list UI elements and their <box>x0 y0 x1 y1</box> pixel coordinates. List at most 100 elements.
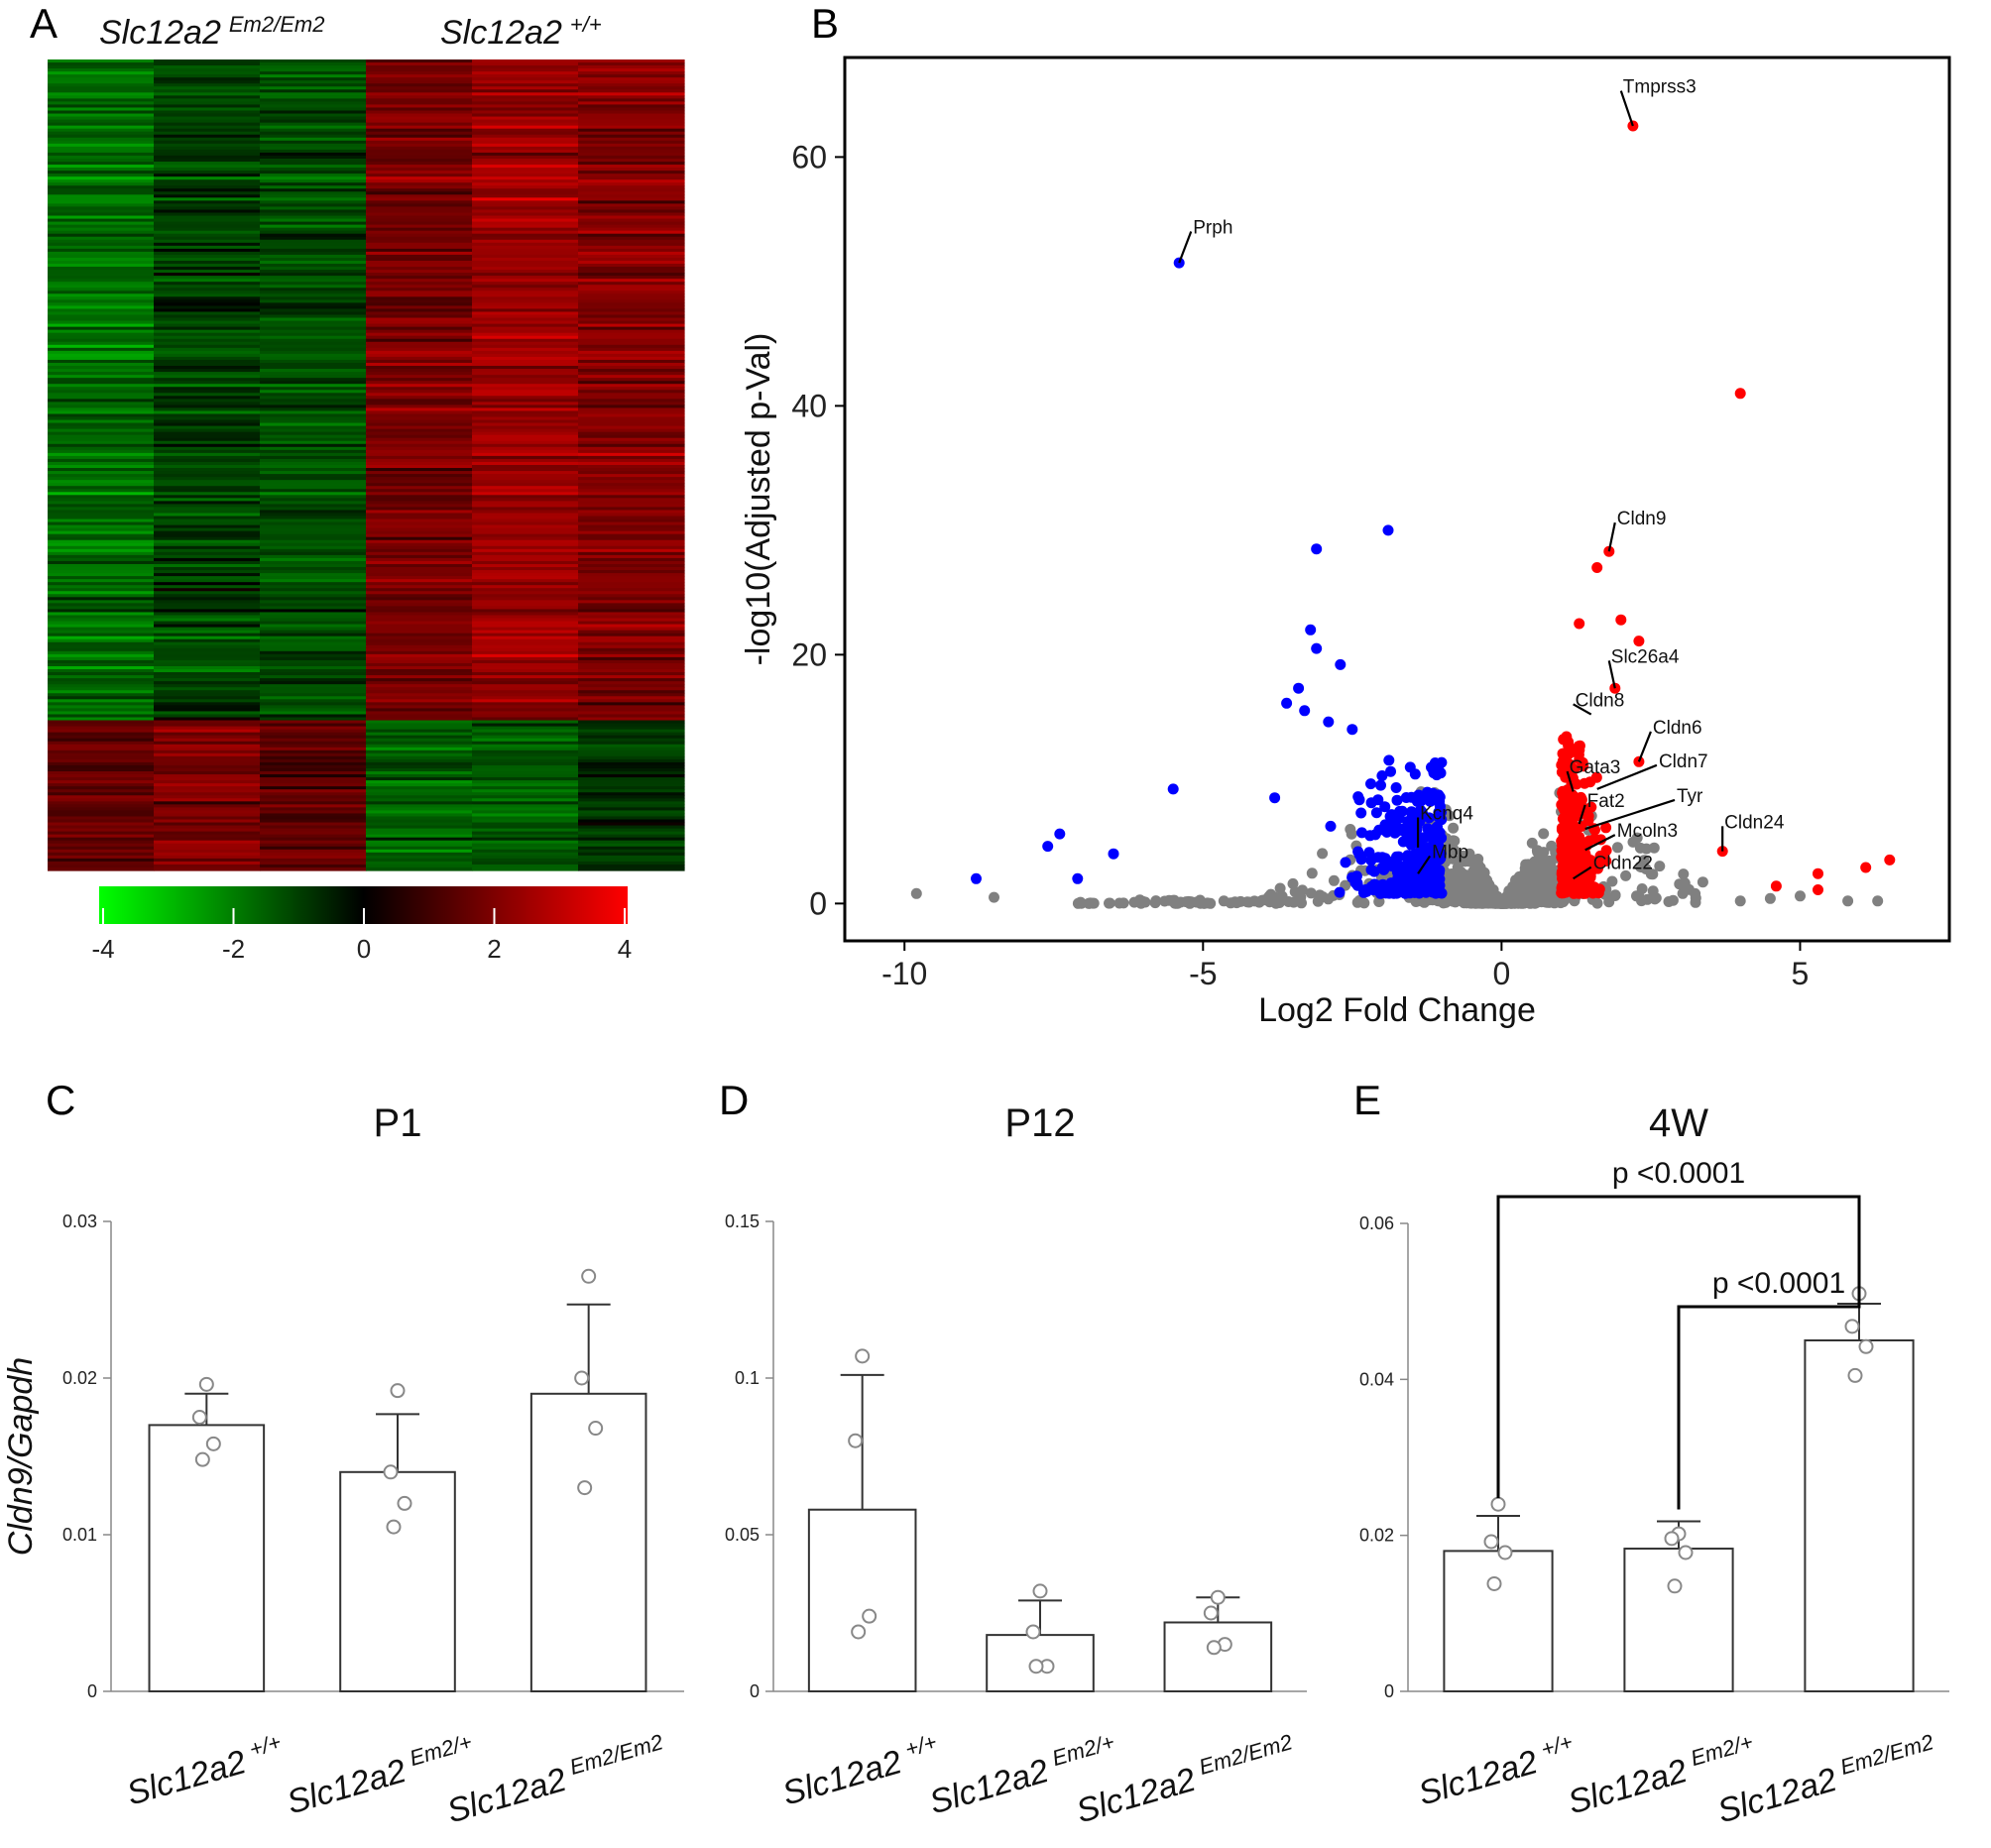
volcano-point-ns <box>1517 896 1529 908</box>
heatmap-cell <box>154 101 261 106</box>
heatmap-cell <box>366 519 473 523</box>
bar-chart-panel-c: P100.010.020.03Slc12a2+/+Slc12a2Em2/+Slc… <box>2 1101 684 1830</box>
heatmap-cell <box>154 588 261 592</box>
heatmap-cell <box>48 471 155 475</box>
heatmap-cell <box>472 341 579 346</box>
volcano-point-ns <box>1297 884 1308 896</box>
heatmap-cell <box>472 410 579 415</box>
heatmap-cell <box>366 480 473 484</box>
heatmap-cell <box>154 236 261 241</box>
heatmap-cell <box>578 302 685 307</box>
heatmap-cell <box>260 741 367 746</box>
heatmap-cell <box>48 539 155 544</box>
heatmap-cell <box>154 116 261 121</box>
heatmap-cell <box>472 125 579 130</box>
volcano-point-ns <box>1842 895 1854 907</box>
heatmap-cell <box>366 285 473 289</box>
heatmap-cell <box>48 678 155 682</box>
heatmap-cell <box>578 554 685 559</box>
heatmap-cell <box>366 384 473 388</box>
heatmap-cell <box>154 95 261 99</box>
heatmap-cell <box>472 182 579 186</box>
heatmap-cell <box>260 98 367 103</box>
gene-label: Cldn6 <box>1653 718 1702 739</box>
heatmap-cell <box>472 311 579 316</box>
heatmap-cell <box>260 110 367 115</box>
heatmap-cell <box>48 239 155 244</box>
heatmap-cell <box>366 813 473 818</box>
heatmap-cell <box>366 104 473 109</box>
heatmap-cell <box>260 554 367 559</box>
heatmap-cell <box>154 162 261 166</box>
heatmap-cell <box>154 366 261 370</box>
heatmap-cell <box>260 155 367 160</box>
heatmap-column-header-mutant: Slc12a2 Em2/Em2 <box>99 12 324 52</box>
heatmap-cell <box>260 843 367 848</box>
volcano-point-up <box>1591 562 1603 573</box>
heatmap-cell <box>366 458 473 463</box>
heatmap-cell <box>472 215 579 220</box>
heatmap-cell <box>366 563 473 568</box>
heatmap-cell <box>154 251 261 256</box>
heatmap-cell <box>48 755 155 760</box>
heatmap-cell <box>578 116 685 121</box>
bar <box>529 1392 647 1693</box>
heatmap-cell <box>366 516 473 520</box>
heatmap-cell <box>472 347 579 352</box>
heatmap-cell <box>154 242 261 247</box>
heatmap-cell <box>472 200 579 205</box>
volcano-point-ns <box>1558 896 1570 908</box>
bar <box>807 1508 917 1692</box>
volcano-point-up <box>1569 822 1581 834</box>
heatmap-cell <box>154 576 261 580</box>
heatmap-cell <box>578 372 685 376</box>
heatmap-cell <box>366 314 473 319</box>
volcano-point-ns <box>1464 869 1475 881</box>
heatmap-cell <box>578 350 685 355</box>
heatmap-cell <box>48 807 155 812</box>
volcano-point-ns <box>1497 896 1509 908</box>
heatmap-cell <box>154 662 261 667</box>
heatmap-cell <box>260 758 367 763</box>
heatmap-cell <box>48 684 155 688</box>
heatmap-cell <box>578 627 685 632</box>
heatmap-cell <box>260 410 367 415</box>
heatmap-cell <box>366 551 473 556</box>
heatmap-cell <box>578 635 685 640</box>
heatmap-cell <box>154 393 261 397</box>
heatmap-cell <box>260 603 367 607</box>
heatmap-cell <box>260 332 367 337</box>
heatmap-cell <box>260 690 367 694</box>
annotation-leader <box>1417 855 1432 874</box>
volcano-point-up <box>1592 860 1603 871</box>
data-point <box>1664 1531 1680 1547</box>
heatmap-cell <box>366 407 473 412</box>
heatmap-cell <box>578 305 685 310</box>
heatmap-cell <box>366 801 473 805</box>
heatmap-cell <box>472 437 579 442</box>
heatmap-cell <box>472 375 579 379</box>
volcano-point-up <box>1567 885 1579 897</box>
heatmap-cell <box>260 384 367 388</box>
heatmap-cell <box>48 542 155 547</box>
heatmap-cell <box>578 822 685 827</box>
heatmap-cell <box>48 449 155 454</box>
heatmap-cell <box>472 245 579 250</box>
volcano-annotations: Tmprss3PrphCldn9Slc26a4Cldn8Cldn6Cldn7Ga… <box>1178 77 1785 880</box>
heatmap-cell <box>48 137 155 142</box>
heatmap-cell <box>260 173 367 177</box>
heatmap-cell <box>260 468 367 472</box>
heatmap-cell <box>366 687 473 691</box>
heatmap-cell <box>154 764 261 769</box>
heatmap-cell <box>154 74 261 78</box>
volcano-point-ns <box>1634 842 1646 854</box>
heatmap-cell <box>366 744 473 749</box>
volcano-point-ns <box>1697 876 1708 888</box>
heatmap-cell <box>366 282 473 286</box>
heatmap-cell <box>154 332 261 337</box>
heatmap-cell <box>366 609 473 614</box>
heatmap-cell <box>472 461 579 466</box>
heatmap-cell <box>260 260 367 265</box>
heatmap-cell <box>366 131 473 136</box>
heatmap-cell <box>472 708 579 713</box>
